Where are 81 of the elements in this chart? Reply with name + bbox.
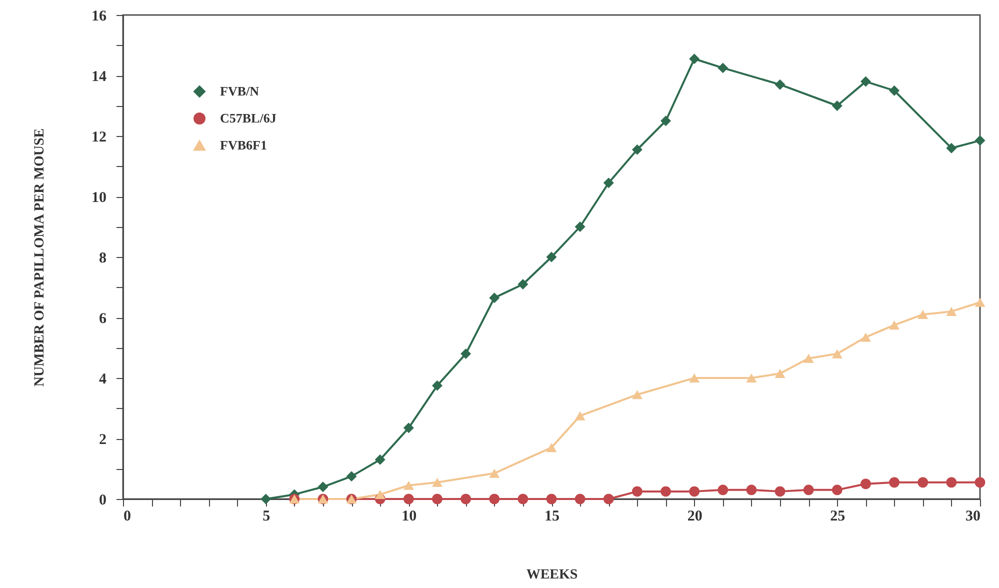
point <box>603 178 614 188</box>
point <box>774 368 786 378</box>
point <box>718 62 728 74</box>
point <box>489 292 500 304</box>
point <box>432 380 442 391</box>
point <box>974 298 986 307</box>
x-tick-label: 0 <box>124 508 131 524</box>
y-tick-label: 4 <box>99 372 107 388</box>
point <box>460 348 472 360</box>
point <box>574 411 586 420</box>
point <box>660 116 672 126</box>
point <box>403 494 414 504</box>
y-tick-label: 10 <box>92 190 106 206</box>
point <box>946 477 957 488</box>
point <box>403 480 414 490</box>
point <box>346 471 357 482</box>
point <box>746 373 757 383</box>
point <box>432 478 442 487</box>
y-tick-label: 6 <box>99 311 107 327</box>
point <box>546 252 557 262</box>
point <box>632 144 642 155</box>
point <box>774 79 786 90</box>
point <box>403 422 414 434</box>
point <box>518 278 528 290</box>
point <box>318 482 328 492</box>
point <box>803 354 814 363</box>
point <box>946 306 957 316</box>
point <box>632 486 642 497</box>
point <box>660 486 672 497</box>
legend-label: FVB/N <box>220 84 260 98</box>
point <box>974 135 986 146</box>
point <box>518 494 528 504</box>
point <box>574 494 586 504</box>
point <box>260 494 272 504</box>
point <box>832 349 842 358</box>
point <box>860 76 871 87</box>
point <box>889 477 900 488</box>
point <box>574 222 586 232</box>
y-axis-title: NUMBER OF PAPILLOMA PER MOUSE <box>32 128 48 387</box>
point <box>860 478 871 490</box>
point <box>746 484 757 496</box>
point <box>718 484 728 496</box>
point <box>889 320 900 330</box>
point <box>489 468 500 478</box>
x-tick-label: 15 <box>544 508 560 524</box>
point <box>889 85 900 96</box>
x-axis-title: WEEKS <box>526 568 578 582</box>
point <box>689 373 700 383</box>
point <box>803 484 814 496</box>
y-tick-label: 12 <box>92 130 106 146</box>
point <box>832 484 842 496</box>
point <box>374 454 386 465</box>
point <box>860 332 871 342</box>
point <box>918 477 928 488</box>
point <box>603 494 614 504</box>
x-tick-label: 10 <box>402 508 417 524</box>
y-tick-label: 8 <box>99 250 106 266</box>
point <box>689 486 700 497</box>
point <box>546 443 557 452</box>
point <box>432 494 442 504</box>
point <box>489 494 500 504</box>
point <box>632 390 642 400</box>
y-tick-label: 0 <box>99 492 106 508</box>
point <box>546 494 557 504</box>
x-tick-label: 20 <box>687 508 702 524</box>
x-tick-label: 5 <box>262 508 270 524</box>
y-tick-label: 14 <box>92 69 107 85</box>
point <box>774 486 786 497</box>
point <box>918 310 928 320</box>
point <box>460 494 472 504</box>
y-tick-label: 16 <box>92 8 107 24</box>
point <box>689 54 700 64</box>
y-tick-label: 2 <box>99 432 106 448</box>
point <box>374 490 386 500</box>
point <box>974 477 986 488</box>
x-tick-label: 30 <box>966 508 980 524</box>
x-tick-label: 25 <box>830 508 846 524</box>
legend-label: FVB6F1 <box>220 138 267 152</box>
point <box>946 142 957 154</box>
point <box>832 100 842 111</box>
legend-label: C57BL/6J <box>220 110 277 126</box>
